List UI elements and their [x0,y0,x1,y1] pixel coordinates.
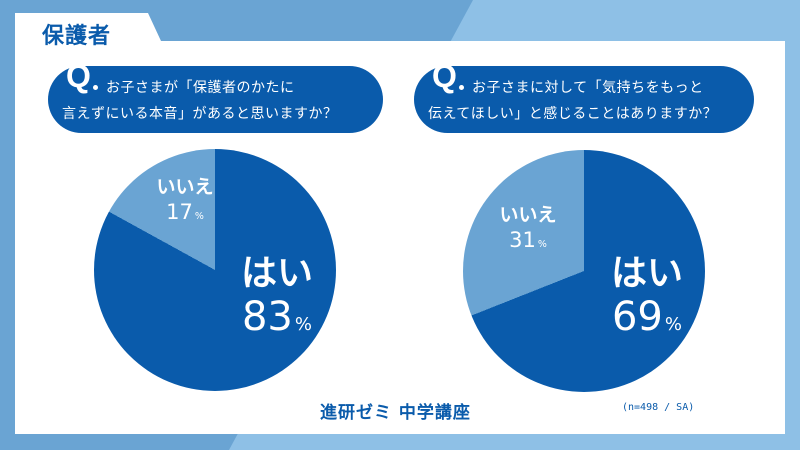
q-mark-icon: Q [432,58,457,94]
q-mark-icon: Q [66,58,91,94]
q-dot-icon [93,85,98,90]
pie-1-yes-label: はい 83% [240,253,313,341]
question-bubble-1: Q お子さまが「保護者のかたに 言えずにいる本音」があると思いますか？ [48,58,383,133]
question-2-line-2: 伝えてほしい」と感じることはありますか？ [428,106,718,122]
question-2-line-1: お子さまに対して「気持ちをもっと [472,80,704,96]
pie-2-no-value: 31 [509,228,536,252]
pie-2-yes-value: 69 [611,294,663,340]
pie-2-yes-label: はい 69% [610,253,683,341]
question-1-line-2: 言えずにいる本音」があると思いますか？ [62,106,338,122]
pie-chart-1 [94,149,336,391]
pie-1-no-label: いいえ 17% [156,176,214,224]
pie-chart-2 [463,150,705,392]
pie-2-no-label: いいえ 31% [499,204,557,252]
q-dot-icon [459,85,464,90]
pie-1-no-value: 17 [166,200,193,224]
question-1-line-1: お子さまが「保護者のかたに [106,80,295,96]
question-text-1: お子さまが「保護者のかたに 言えずにいる本音」があると思いますか？ [62,75,369,127]
brand-logo-text: 進研ゼミ 中学講座 [320,403,471,423]
question-text-2: お子さまに対して「気持ちをもっと 伝えてほしい」と感じることはありますか？ [428,75,740,127]
page-title: 保護者 [42,24,112,49]
pie-1-yes-value: 83 [241,294,293,340]
question-bubble-2: Q お子さまに対して「気持ちをもっと 伝えてほしい」と感じることはありますか？ [414,58,754,133]
sample-size-note: (n=498 / SA) [622,402,695,413]
